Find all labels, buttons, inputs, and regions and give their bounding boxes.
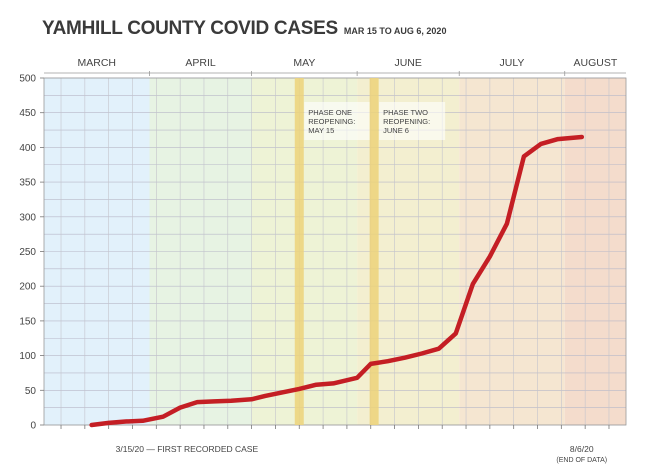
month-label-august: AUGUST: [573, 57, 617, 69]
month-label-july: JULY: [500, 57, 525, 69]
y-tick-label: 150: [19, 316, 36, 327]
reopening-band: [369, 78, 379, 425]
y-tick-label: 300: [19, 212, 36, 223]
y-tick-label: 400: [19, 143, 36, 154]
cases-line: [89, 134, 585, 428]
annotation-box: [304, 102, 371, 140]
chart-title-block: YAMHILL COUNTY COVID CASES MAR 15 TO AUG …: [42, 18, 446, 40]
annotation-box: [379, 102, 446, 140]
month-label-june: JUNE: [394, 57, 421, 69]
y-tick-label: 250: [19, 247, 36, 258]
y-tick-label: 200: [19, 282, 36, 293]
reopening-annotation-2: PHASE TWO REOPENING: JUNE 6: [383, 108, 430, 135]
end-date-label: 8/6/20: [570, 444, 594, 454]
y-tick-label: 450: [19, 108, 36, 119]
month-label-may: MAY: [293, 57, 315, 69]
y-tick-label: 50: [25, 386, 37, 397]
month-label-march: MARCH: [78, 57, 117, 69]
reopening-band: [294, 78, 304, 425]
y-tick-label: 0: [30, 421, 36, 432]
month-label-april: APRIL: [185, 57, 216, 69]
chart-subtitle: MAR 15 TO AUG 6, 2020: [343, 26, 447, 36]
y-tick-label: 500: [19, 74, 36, 85]
y-tick-label: 350: [19, 178, 36, 189]
first-case-label: 3/15/20 — FIRST RECORDED CASE: [116, 444, 259, 454]
reopening-annotation-1: PHASE ONE REOPENING: MAY 15: [308, 108, 355, 135]
chart-title: YAMHILL COUNTY COVID CASES: [42, 18, 338, 39]
y-tick-label: 100: [19, 351, 36, 362]
end-of-data-label: (END OF DATA): [556, 457, 607, 464]
